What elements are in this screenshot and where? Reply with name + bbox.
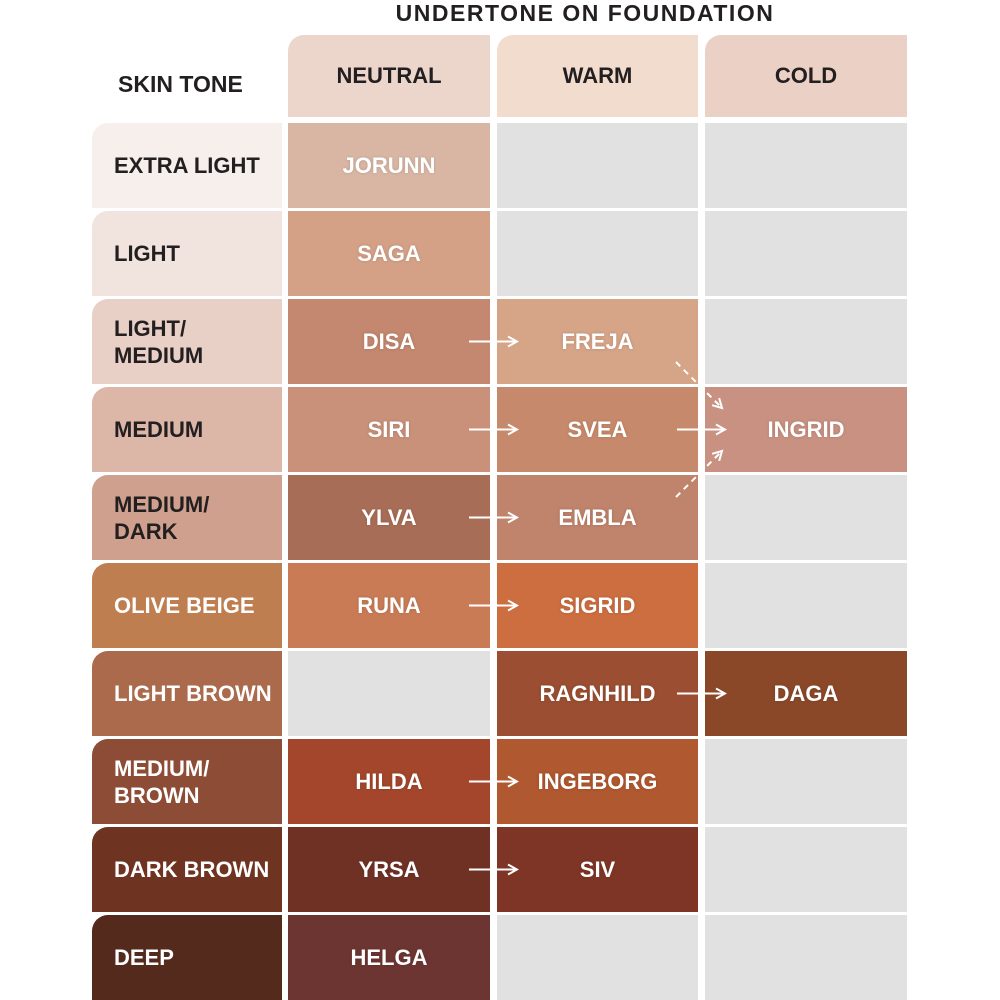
shade-cell: DISA	[288, 299, 490, 384]
empty-cell	[497, 211, 698, 296]
row-label: DEEP	[92, 915, 282, 1000]
row-label: MEDIUM/ BROWN	[92, 739, 282, 824]
empty-cell	[288, 651, 490, 736]
shade-cell: RAGNHILD	[497, 651, 698, 736]
shade-cell: YLVA	[288, 475, 490, 560]
shade-cell: DAGA	[705, 651, 907, 736]
column-header: COLD	[705, 35, 907, 117]
shade-cell: FREJA	[497, 299, 698, 384]
empty-cell	[705, 123, 907, 208]
empty-cell	[497, 915, 698, 1000]
empty-cell	[705, 475, 907, 560]
empty-cell	[705, 211, 907, 296]
row-header: SKIN TONE	[118, 71, 243, 97]
chart-title: UNDERTONE ON FOUNDATION	[395, 0, 775, 26]
column-header: WARM	[497, 35, 698, 117]
shade-cell: SIV	[497, 827, 698, 912]
empty-cell	[705, 563, 907, 648]
row-label: MEDIUM/ DARK	[92, 475, 282, 560]
shade-cell: SVEA	[497, 387, 698, 472]
empty-cell	[705, 739, 907, 824]
shade-cell: SIGRID	[497, 563, 698, 648]
row-label: DARK BROWN	[92, 827, 282, 912]
shade-cell: RUNA	[288, 563, 490, 648]
shade-cell: YRSA	[288, 827, 490, 912]
row-label: LIGHT BROWN	[92, 651, 282, 736]
empty-cell	[705, 827, 907, 912]
row-label: OLIVE BEIGE	[92, 563, 282, 648]
shade-cell: HILDA	[288, 739, 490, 824]
shade-cell: SIRI	[288, 387, 490, 472]
row-label: MEDIUM	[92, 387, 282, 472]
column-header: NEUTRAL	[288, 35, 490, 117]
shade-cell: SAGA	[288, 211, 490, 296]
shade-cell: EMBLA	[497, 475, 698, 560]
shade-cell: INGRID	[705, 387, 907, 472]
shade-cell: HELGA	[288, 915, 490, 1000]
empty-cell	[497, 123, 698, 208]
shade-cell: INGEBORG	[497, 739, 698, 824]
row-label: LIGHT/ MEDIUM	[92, 299, 282, 384]
empty-cell	[705, 299, 907, 384]
row-label: EXTRA LIGHT	[92, 123, 282, 208]
shade-cell: JORUNN	[288, 123, 490, 208]
row-label: LIGHT	[92, 211, 282, 296]
empty-cell	[705, 915, 907, 1000]
